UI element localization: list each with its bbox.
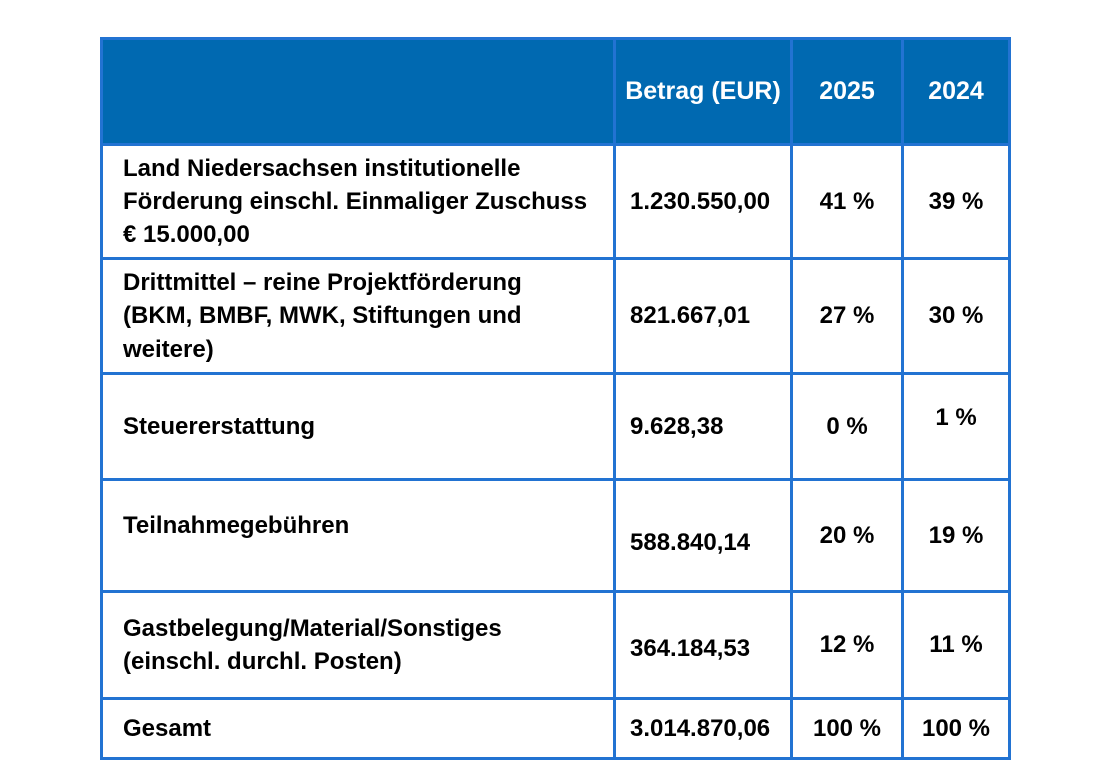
row-pct-2025: 0 %: [790, 371, 904, 481]
row-pct-2025-text: 20 %: [819, 521, 875, 549]
header-label-betrag: Betrag (EUR): [625, 77, 781, 106]
row-pct-2024: 11 %: [901, 589, 1011, 700]
header-cell-2024: 2024: [901, 37, 1011, 146]
row-betrag: 588.840,14: [613, 477, 793, 593]
row-pct-2024-text: 11 %: [929, 631, 983, 659]
total-betrag: 3.014.870,06: [613, 696, 793, 760]
header-label-2025: 2025: [819, 77, 875, 106]
row-label: Steuererstattung: [100, 371, 616, 481]
row-pct-2025-text: 41 %: [819, 188, 875, 216]
row-betrag-text: 821.667,01: [630, 302, 751, 330]
row-pct-2025-text: 0 %: [826, 412, 868, 440]
table-row-total: Gesamt 3.014.870,06 100 % 100 %: [100, 696, 1011, 760]
total-betrag-text: 3.014.870,06: [630, 714, 771, 742]
row-label-text: Steuererstattung: [123, 412, 316, 440]
row-pct-2025: 27 %: [790, 257, 904, 375]
row-pct-2024-text: 1 %: [935, 403, 977, 431]
row-betrag: 1.230.550,00: [613, 142, 793, 261]
row-pct-2025-text: 27 %: [819, 302, 875, 330]
table-header-row: Betrag (EUR) 2025 2024: [100, 37, 1011, 146]
row-betrag: 821.667,01: [613, 257, 793, 375]
table-row: Gastbelegung/Material/Sonstiges (einschl…: [100, 589, 1011, 700]
row-pct-2024-text: 39 %: [928, 188, 984, 216]
row-label: Teilnahmegebühren: [100, 477, 616, 593]
row-betrag-text: 9.628,38: [630, 412, 724, 440]
row-pct-2024-text: 30 %: [928, 302, 984, 330]
row-label-text: Drittmittel – reine Projektförderung (BK…: [123, 269, 522, 363]
row-pct-2024-text: 19 %: [928, 521, 984, 549]
row-pct-2025: 20 %: [790, 477, 904, 593]
header-label-2024: 2024: [928, 77, 984, 106]
row-pct-2025: 41 %: [790, 142, 904, 261]
total-pct-2025: 100 %: [790, 696, 904, 760]
total-pct-2024-text: 100 %: [921, 714, 991, 742]
header-cell-betrag: Betrag (EUR): [613, 37, 793, 146]
row-label-text: Land Niedersachsen institutionelle Förde…: [123, 155, 588, 249]
total-pct-2025-text: 100 %: [812, 714, 882, 742]
row-label: Land Niedersachsen institutionelle Förde…: [100, 142, 616, 261]
total-label-text: Gesamt: [123, 714, 212, 742]
row-label-text: Gastbelegung/Material/Sonstiges (einschl…: [123, 614, 502, 675]
table-row: Land Niedersachsen institutionelle Förde…: [100, 142, 1011, 261]
row-label: Gastbelegung/Material/Sonstiges (einschl…: [100, 589, 616, 700]
row-pct-2024: 1 %: [901, 371, 1011, 481]
total-pct-2024: 100 %: [901, 696, 1011, 760]
row-pct-2025-text: 12 %: [819, 631, 875, 659]
total-label: Gesamt: [100, 696, 616, 760]
header-cell-empty: [100, 37, 616, 146]
table-row: Teilnahmegebühren 588.840,14 20 % 19 %: [100, 477, 1011, 593]
funding-table: Betrag (EUR) 2025 2024 Land Niedersachse…: [100, 37, 1011, 760]
table-row: Steuererstattung 9.628,38 0 % 1 %: [100, 371, 1011, 481]
row-label: Drittmittel – reine Projektförderung (BK…: [100, 257, 616, 375]
row-betrag-text: 1.230.550,00: [630, 188, 771, 216]
row-betrag: 364.184,53: [613, 589, 793, 700]
row-pct-2024: 39 %: [901, 142, 1011, 261]
row-pct-2024: 30 %: [901, 257, 1011, 375]
row-betrag-text: 364.184,53: [630, 635, 751, 663]
row-pct-2025: 12 %: [790, 589, 904, 700]
row-label-text: Teilnahmegebühren: [123, 511, 350, 539]
row-pct-2024: 19 %: [901, 477, 1011, 593]
row-betrag: 9.628,38: [613, 371, 793, 481]
table-row: Drittmittel – reine Projektförderung (BK…: [100, 257, 1011, 375]
row-betrag-text: 588.840,14: [630, 528, 751, 556]
header-cell-2025: 2025: [790, 37, 904, 146]
